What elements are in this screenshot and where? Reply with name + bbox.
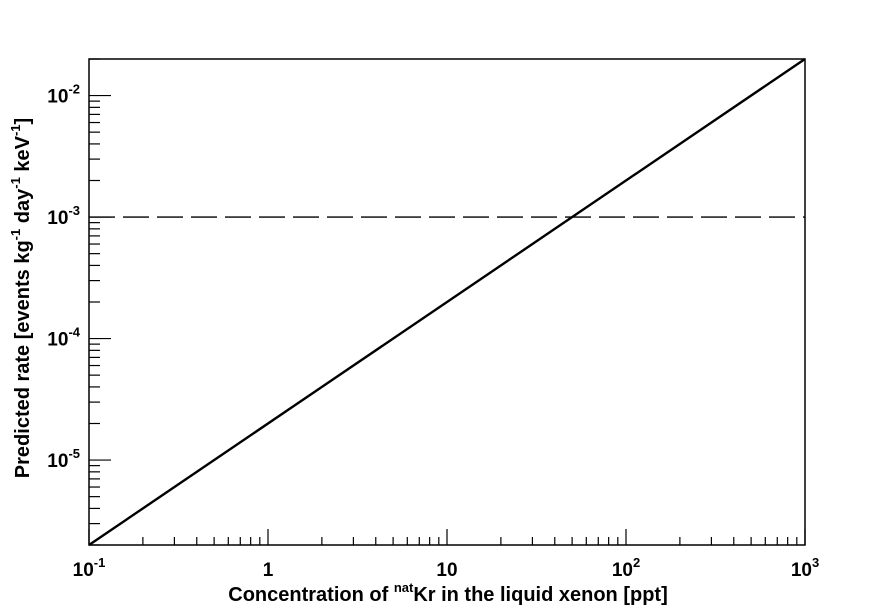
series-layer [88, 58, 806, 546]
x-tick-label: 10-1 [73, 555, 106, 581]
y-tick-label: 10-5 [47, 446, 80, 472]
tick-labels: 10-1 1 10 102 103 10-5 10-4 10-3 10-2 [47, 82, 819, 581]
y-tick-label: 10-4 [47, 325, 80, 351]
axis-ticks [88, 58, 806, 546]
x-tick-label: 103 [791, 555, 819, 581]
y-tick-label: 10-2 [47, 82, 80, 108]
y-axis-title: Predicted rate [events kg-1 day-1 keV-1] [8, 118, 34, 478]
x-tick-label: 102 [612, 555, 640, 581]
series-line [88, 58, 806, 546]
x-tick-label: 1 [263, 560, 274, 581]
y-tick-label: 10-3 [47, 203, 80, 229]
x-tick-label: 10 [436, 560, 457, 581]
x-axis-title: Concentration of natKr in the liquid xen… [228, 580, 667, 606]
